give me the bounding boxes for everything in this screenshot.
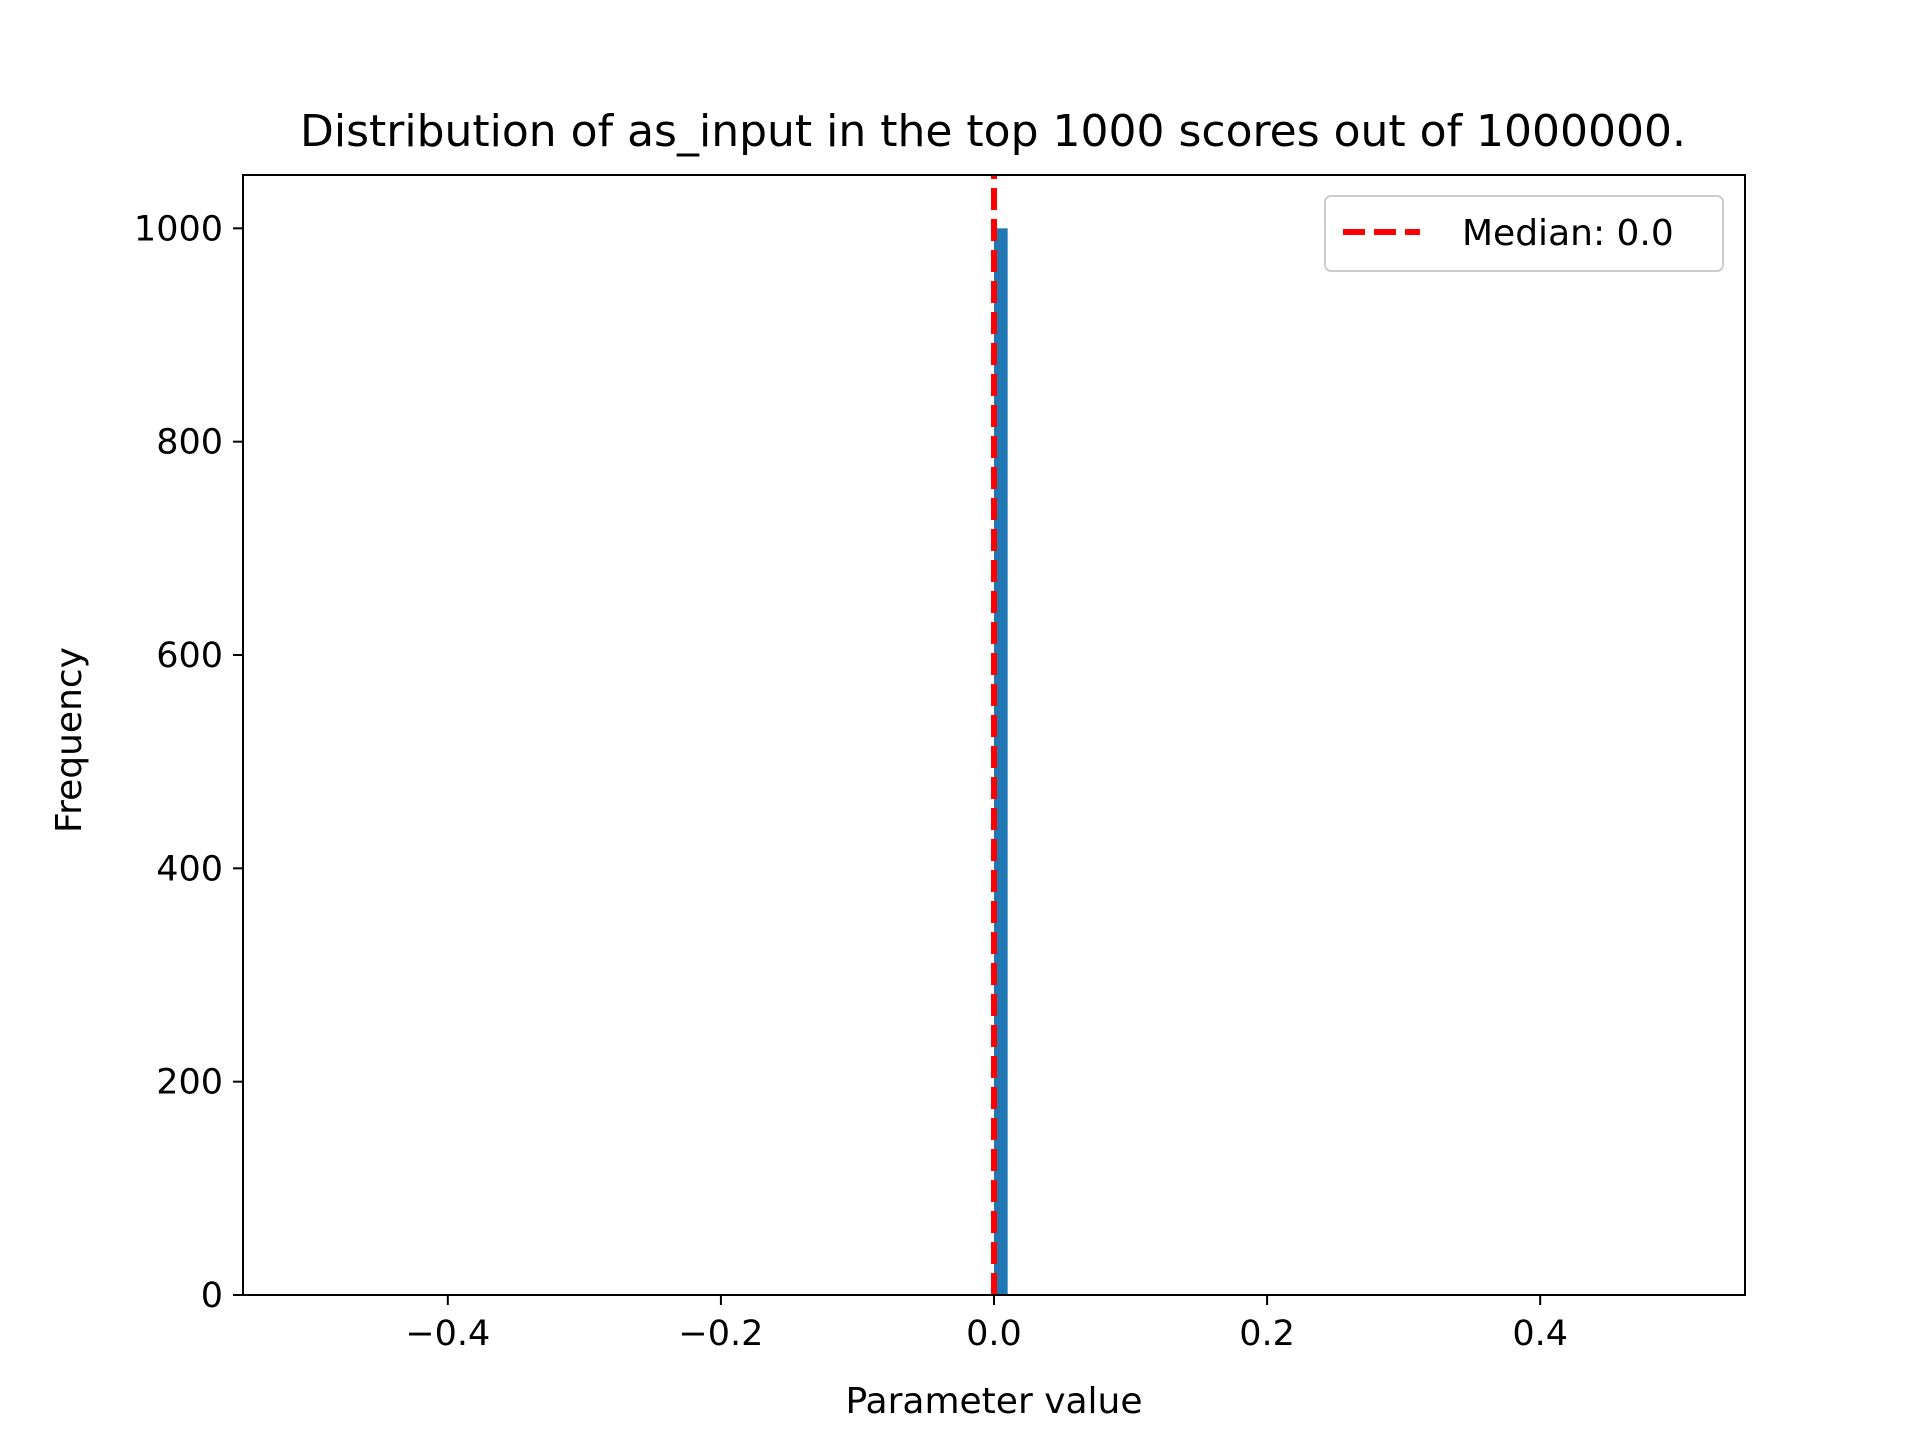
y-tick-label: 200 (156, 1063, 223, 1103)
plot-area (242, 174, 1746, 1296)
y-axis-ticks: 0 200 400 600 800 1000 (134, 209, 243, 1316)
x-tick-label: 0.4 (1512, 1314, 1568, 1354)
y-tick-label: 1000 (134, 209, 223, 249)
x-tick-label: −0.2 (678, 1314, 763, 1354)
x-tick-label: 0.0 (966, 1314, 1022, 1354)
y-axis-label: Frequency (49, 647, 90, 833)
bars-layer (994, 228, 1008, 1295)
legend: Median: 0.0 (1324, 195, 1724, 272)
y-tick-label: 600 (156, 636, 223, 676)
chart-title: Distribution of as_input in the top 1000… (300, 106, 1686, 157)
x-axis-label: Parameter value (845, 1381, 1142, 1422)
y-tick-label: 0 (201, 1276, 223, 1316)
legend-box (1324, 195, 1724, 272)
y-tick-label: 400 (156, 849, 223, 889)
x-tick-label: 0.2 (1239, 1314, 1295, 1354)
x-axis-ticks: −0.4 −0.2 0.0 0.2 0.4 (405, 1295, 1568, 1354)
y-tick-label: 800 (156, 423, 223, 463)
histogram-bar (994, 228, 1008, 1295)
x-tick-label: −0.4 (405, 1314, 490, 1354)
legend-median-label: Median: 0.0 (1462, 213, 1674, 254)
